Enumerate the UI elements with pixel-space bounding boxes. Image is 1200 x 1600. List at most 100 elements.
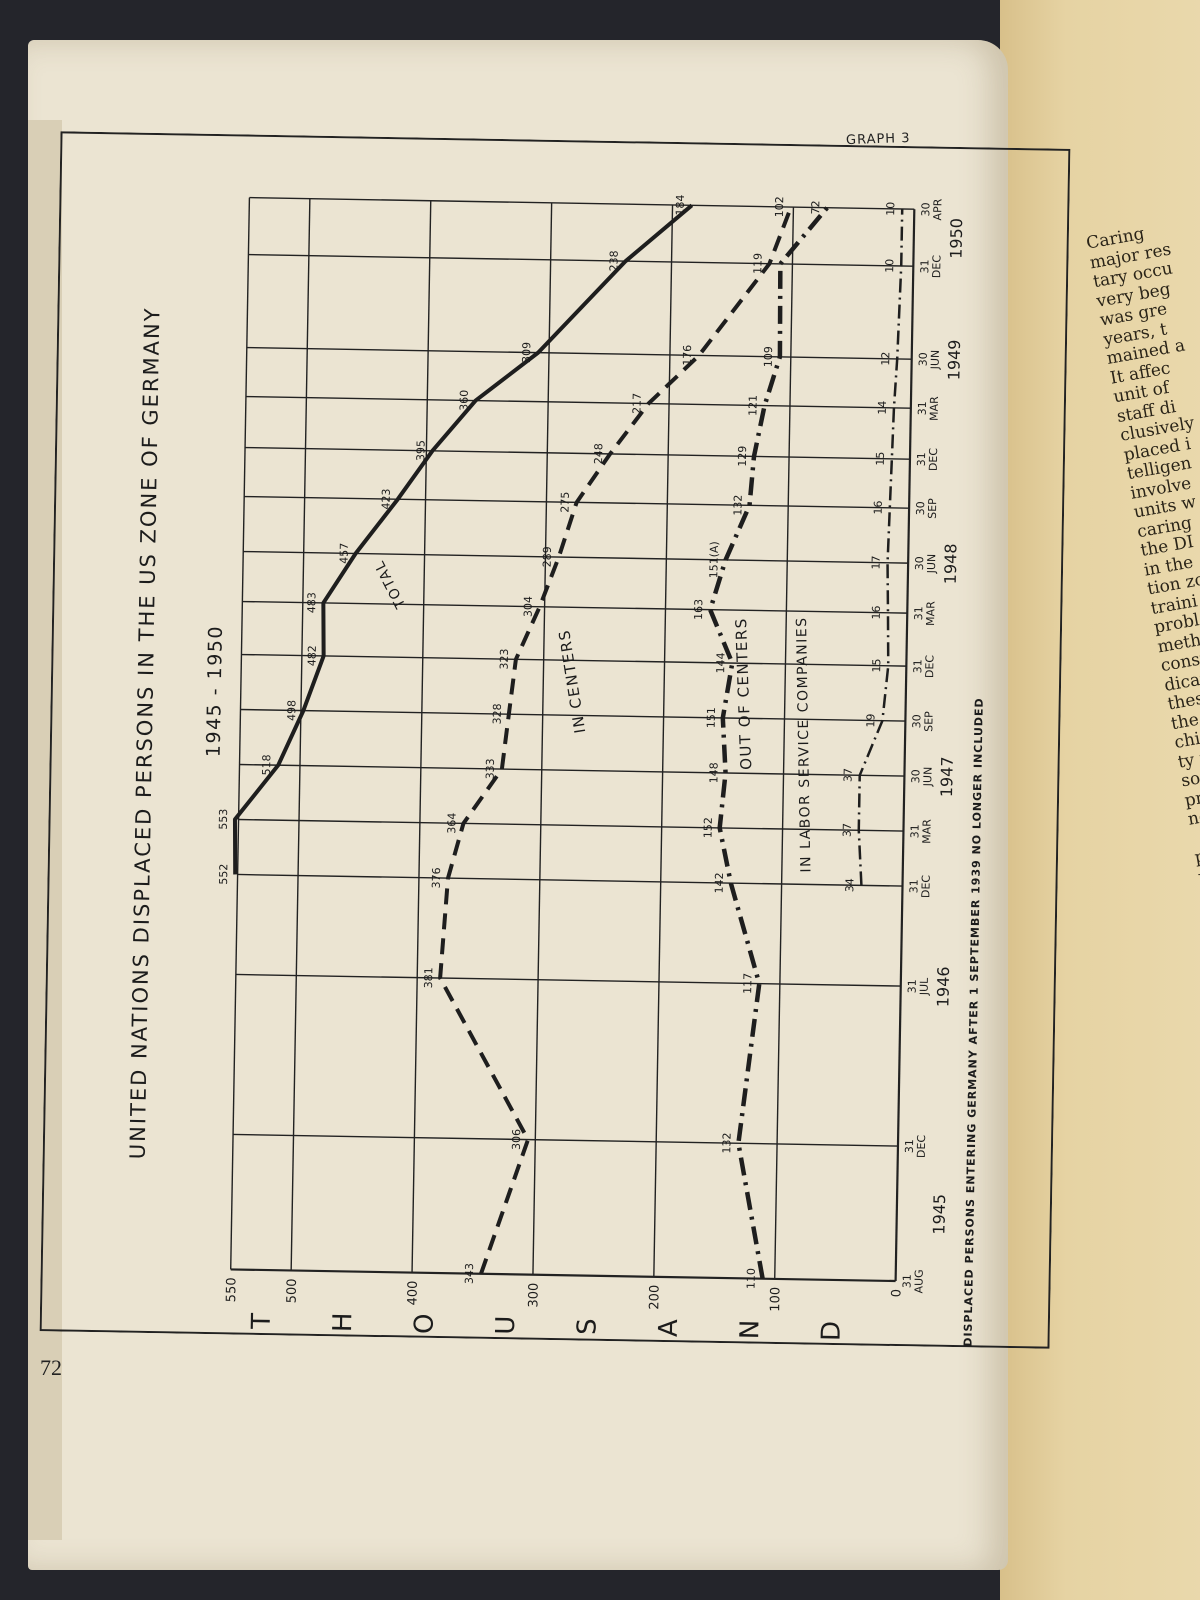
x-tick-day: 31 xyxy=(900,1274,913,1288)
data-label: 217 xyxy=(630,393,643,414)
data-label: 552 xyxy=(217,864,230,885)
gridline-time xyxy=(239,763,905,777)
data-label: 483 xyxy=(305,592,318,613)
x-tick-day: 31 xyxy=(915,452,928,466)
gridline-value xyxy=(774,207,795,1279)
data-label: 323 xyxy=(498,648,511,669)
data-label: 328 xyxy=(491,703,504,724)
gridline-time xyxy=(230,1268,896,1283)
gridline-time xyxy=(233,1133,898,1147)
data-label: 423 xyxy=(380,488,393,509)
y-tick-label: 500 xyxy=(285,1278,300,1303)
y-axis-label-letter: T xyxy=(247,1313,277,1331)
x-tick-month: JUN xyxy=(921,767,934,788)
x-tick-day: 31 xyxy=(903,1139,916,1153)
gridline-time xyxy=(246,346,912,360)
data-label: 275 xyxy=(558,492,571,513)
data-label: 381 xyxy=(422,967,435,988)
x-tick-month: JUN xyxy=(925,554,938,575)
facing-page xyxy=(1000,0,1200,1600)
data-label: 238 xyxy=(607,250,620,271)
x-year-label: 1949 xyxy=(944,339,964,380)
x-tick-day: 30 xyxy=(919,202,932,216)
y-tick-label: 100 xyxy=(768,1287,783,1312)
y-axis-label-letter: A xyxy=(654,1319,684,1338)
series-line-total xyxy=(232,203,694,875)
data-label: 498 xyxy=(285,700,298,721)
x-tick-month: DEC xyxy=(919,875,932,899)
gridline-value xyxy=(894,209,916,1282)
gridline-value xyxy=(230,197,251,1270)
gridline-value xyxy=(290,198,311,1271)
page-edge xyxy=(28,120,62,1540)
chart-title: UNITED NATIONS DISPLACED PERSONS IN THE … xyxy=(126,306,165,1159)
data-label: 34 xyxy=(843,878,856,892)
data-label: 37 xyxy=(842,768,855,782)
data-label: 102 xyxy=(773,196,786,217)
data-label: 306 xyxy=(510,1129,523,1150)
series-line-in-centers xyxy=(438,206,793,1275)
chart-subtitle: 1945 - 1950 xyxy=(203,625,227,758)
data-label: 17 xyxy=(869,555,882,569)
x-tick-month: JUL xyxy=(918,977,931,997)
x-tick-day: 30 xyxy=(913,556,926,570)
data-label: 148 xyxy=(707,762,720,783)
data-label: 16 xyxy=(870,605,883,619)
gridline-time xyxy=(238,818,904,832)
chart-footnote: (A) DISPLACED PERSONS ENTERING GERMANY A… xyxy=(961,697,986,1348)
data-label: 395 xyxy=(414,440,427,461)
page-number: 72 xyxy=(40,1355,62,1380)
data-label: 15 xyxy=(870,658,883,672)
series-line-in-labor-service-companies xyxy=(857,208,904,886)
x-tick-day: 30 xyxy=(914,501,927,515)
chart-frame xyxy=(39,131,1071,1349)
gridline-time xyxy=(249,196,915,210)
x-tick-day: 30 xyxy=(910,714,923,728)
x-tick-day: 31 xyxy=(908,824,921,838)
y-tick-label: 400 xyxy=(405,1280,420,1305)
y-tick-label: 200 xyxy=(647,1285,662,1310)
data-label: 119 xyxy=(751,253,764,274)
data-label: 117 xyxy=(741,973,754,994)
y-tick-label: 300 xyxy=(526,1283,541,1308)
book-page xyxy=(28,40,1008,1570)
x-tick-day: 31 xyxy=(918,259,931,273)
gridline-time xyxy=(241,653,907,667)
x-tick-month: MAR xyxy=(928,396,941,421)
x-year-label: 1947 xyxy=(937,756,957,797)
data-label: 163 xyxy=(692,599,705,620)
series-name-label: IN CENTERS xyxy=(555,628,589,735)
y-axis-label-letter: S xyxy=(572,1318,602,1335)
gridline-time xyxy=(235,973,901,987)
data-label: 152 xyxy=(702,817,715,838)
data-label: 132 xyxy=(720,1132,733,1153)
x-tick-month: APR xyxy=(931,198,944,220)
data-label: 309 xyxy=(520,342,533,363)
data-label: 10 xyxy=(884,202,897,216)
gridline-value xyxy=(411,200,432,1273)
data-label: 15 xyxy=(874,452,887,466)
x-tick-month: MAR xyxy=(924,601,937,626)
x-year-label: 1946 xyxy=(933,966,953,1007)
x-tick-month: DEC xyxy=(915,1134,928,1158)
y-axis-label-letter: N xyxy=(735,1320,765,1340)
data-label: 19 xyxy=(864,713,877,727)
x-tick-day: 30 xyxy=(917,352,930,366)
data-label: 360 xyxy=(457,390,470,411)
grid xyxy=(230,196,916,1283)
series-name-label: OUT OF CENTERS xyxy=(732,617,755,770)
data-label: 304 xyxy=(522,596,535,617)
gridline-time xyxy=(237,873,903,887)
chart-svg: UNITED NATIONS DISPLACED PERSONS IN THE … xyxy=(39,131,1071,1373)
x-tick-month: AUG xyxy=(912,1269,925,1293)
data-label: 110 xyxy=(744,1268,757,1289)
x-tick-day: 31 xyxy=(907,879,920,893)
x-tick-month: SEP xyxy=(922,711,935,732)
data-label: 142 xyxy=(713,872,726,893)
x-tick-day: 31 xyxy=(911,659,924,673)
series xyxy=(232,203,904,1280)
data-label: 151 xyxy=(705,707,718,728)
y-axis-label-letter: H xyxy=(328,1312,358,1332)
data-label: 121 xyxy=(746,395,759,416)
